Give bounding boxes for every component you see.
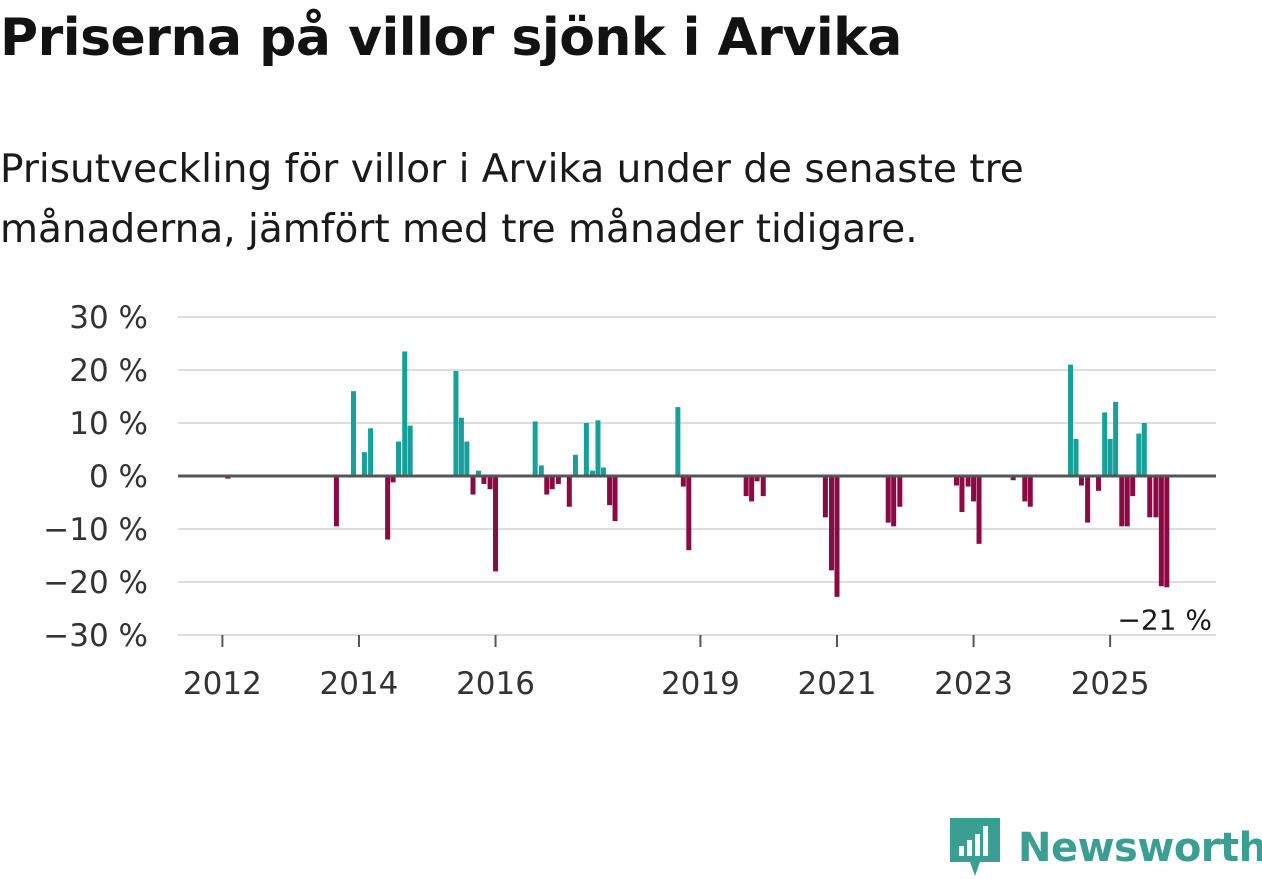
x-tick-label: 2014	[320, 666, 399, 702]
bar	[453, 371, 459, 476]
bar	[1147, 476, 1153, 518]
bar	[760, 476, 766, 497]
y-tick-label: 10 %	[69, 406, 148, 442]
brand-logo: Newsworthy	[950, 818, 1262, 878]
bar	[385, 476, 391, 540]
bar	[1153, 476, 1159, 518]
bar	[595, 420, 601, 476]
x-tick-label: 2025	[1071, 666, 1150, 702]
bar	[470, 476, 476, 495]
y-tick-label: −30 %	[43, 618, 148, 654]
bar	[1027, 476, 1033, 507]
bar	[897, 476, 903, 507]
bar	[885, 476, 891, 523]
bars	[225, 351, 1170, 597]
bar	[487, 476, 493, 490]
bar	[1102, 412, 1108, 476]
bar-chart-speech-bubble-icon	[950, 818, 1000, 876]
bar	[583, 423, 589, 476]
bar	[965, 476, 971, 487]
bar	[680, 476, 686, 487]
bar	[532, 421, 538, 476]
bar	[407, 425, 413, 476]
bar	[590, 470, 596, 476]
bar	[1130, 476, 1136, 497]
bar	[959, 476, 965, 513]
bar	[555, 476, 561, 484]
bar	[1164, 476, 1170, 588]
bar	[600, 467, 606, 476]
bar	[675, 407, 681, 476]
bar	[1085, 476, 1091, 523]
y-tick-label: 20 %	[69, 353, 148, 389]
bar	[743, 476, 749, 497]
bar	[749, 476, 755, 502]
bar	[351, 391, 357, 476]
bar	[538, 465, 544, 476]
brand-name: Newsworthy	[1018, 825, 1262, 871]
bar	[1107, 438, 1113, 476]
x-tick-label: 2012	[183, 666, 262, 702]
x-tick-label: 2019	[661, 666, 740, 702]
bar	[1113, 401, 1119, 476]
bar	[1136, 433, 1142, 476]
y-tick-label: −20 %	[43, 565, 148, 601]
bar	[1141, 423, 1147, 476]
bar	[368, 428, 374, 476]
bar	[1010, 476, 1016, 481]
bar	[1158, 476, 1164, 587]
bar	[822, 476, 828, 518]
bar	[1068, 364, 1074, 476]
bar	[976, 476, 982, 544]
bar	[834, 476, 840, 597]
bar	[390, 476, 396, 483]
bar	[612, 476, 618, 522]
x-tick-label: 2023	[934, 666, 1013, 702]
bar	[971, 476, 977, 502]
bar	[1078, 476, 1084, 486]
y-tick-label: 30 %	[69, 300, 148, 336]
bar	[361, 452, 367, 476]
x-axis: 2012 2014 2016 2019 2021 2023 2025	[183, 635, 1150, 702]
bar	[566, 476, 572, 507]
chart-title: Priserna på villor sjönk i Arvika	[0, 8, 902, 68]
bar	[402, 351, 408, 476]
bar	[829, 476, 835, 571]
bar	[396, 441, 402, 476]
bar	[954, 476, 959, 486]
x-tick-label: 2021	[798, 666, 877, 702]
bar	[475, 470, 481, 476]
gridlines	[178, 316, 1216, 636]
bar	[493, 476, 499, 572]
bar	[333, 476, 339, 527]
bar	[891, 476, 897, 527]
y-axis-labels: 30 % 20 % 10 % 0 % −10 % −20 % −30 %	[43, 300, 148, 654]
last-value-annotation: −21 %	[1117, 603, 1212, 636]
x-tick-label: 2016	[456, 666, 535, 702]
bar	[1096, 476, 1102, 491]
bar	[458, 417, 464, 476]
bar	[572, 454, 578, 476]
bar	[481, 476, 487, 484]
bar-chart: 30 %20 %10 %0 %−10 %−20 %−30 % 2012 2014 2…	[43, 300, 1216, 702]
bar	[686, 476, 692, 551]
bar	[1124, 476, 1130, 527]
bar	[754, 476, 760, 482]
y-tick-label: −10 %	[43, 512, 148, 548]
bar	[1073, 438, 1079, 476]
chart-subtitle: Prisutveckling för villor i Arvika under…	[0, 147, 1024, 252]
y-tick-label: 0 %	[89, 459, 148, 495]
bar	[549, 476, 555, 490]
bar	[464, 441, 470, 476]
bar	[607, 476, 613, 506]
bar	[1022, 476, 1028, 502]
bar	[544, 476, 550, 495]
bar	[1119, 476, 1125, 527]
